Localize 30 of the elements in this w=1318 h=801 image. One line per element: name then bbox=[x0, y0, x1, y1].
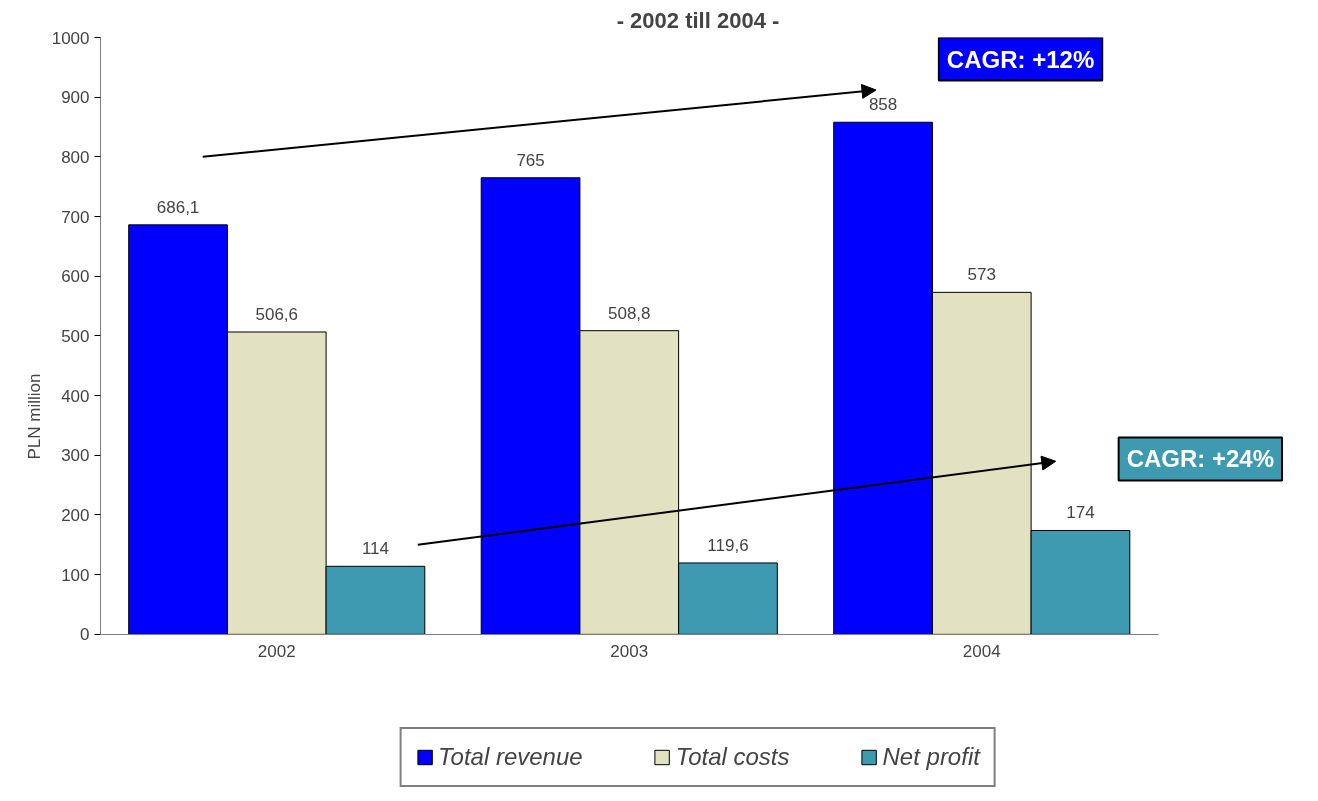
y-tick-label: 800 bbox=[61, 147, 90, 167]
y-tick-label: 0 bbox=[80, 625, 90, 645]
y-axis-title: PLN million bbox=[24, 373, 44, 460]
data-label: 765 bbox=[516, 150, 545, 170]
legend-label: Total costs bbox=[675, 743, 790, 771]
legend-label: Net profit bbox=[882, 743, 980, 771]
data-label: 506,6 bbox=[255, 304, 299, 324]
chart-title: - 2002 till 2004 - bbox=[616, 7, 780, 33]
annotation: CAGR: +24% bbox=[1126, 445, 1275, 473]
y-tick-label: 300 bbox=[61, 446, 90, 466]
y-tick-label: 100 bbox=[61, 565, 90, 585]
data-label: 858 bbox=[868, 95, 898, 115]
data-label: 119,6 bbox=[707, 535, 749, 555]
y-tick-label: 1000 bbox=[51, 28, 90, 48]
annotation: CAGR: +12% bbox=[946, 45, 1095, 73]
y-tick-label: 600 bbox=[61, 267, 90, 287]
data-label: 114 bbox=[361, 539, 390, 559]
y-tick-label: 400 bbox=[61, 386, 90, 406]
legend-label: Total revenue bbox=[438, 743, 583, 771]
x-tick-label: 2003 bbox=[610, 642, 649, 662]
y-tick-label: 700 bbox=[61, 207, 90, 227]
data-label: 573 bbox=[967, 265, 996, 285]
data-label: 508,8 bbox=[607, 303, 651, 323]
x-tick-label: 2002 bbox=[257, 642, 296, 662]
data-label: 174 bbox=[1066, 503, 1095, 523]
data-label: 686,1 bbox=[156, 197, 200, 217]
y-tick-label: 900 bbox=[61, 88, 90, 108]
x-tick-label: 2004 bbox=[962, 642, 1001, 662]
y-tick-label: 500 bbox=[61, 326, 90, 346]
y-tick-label: 200 bbox=[61, 505, 90, 525]
